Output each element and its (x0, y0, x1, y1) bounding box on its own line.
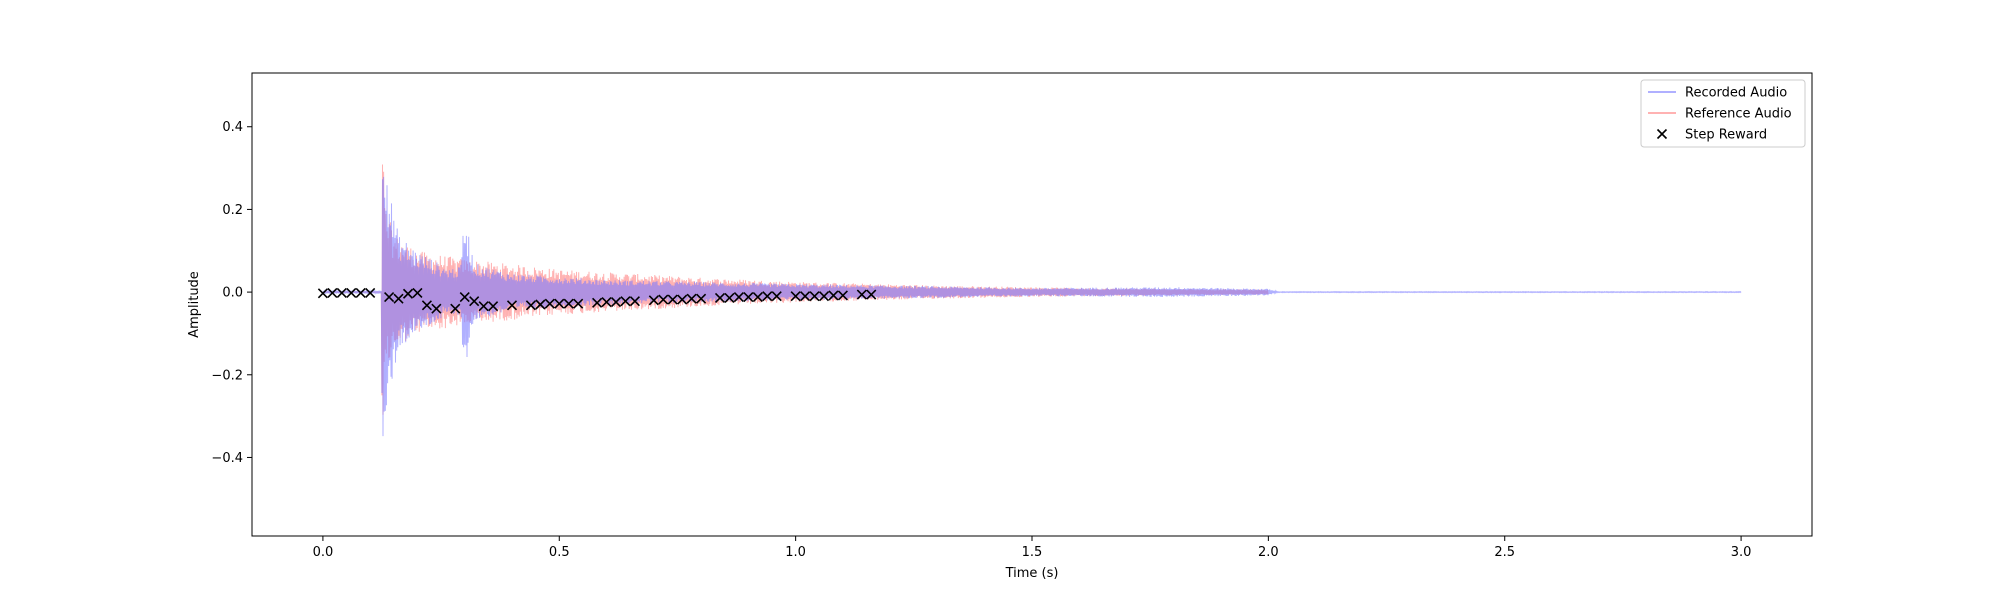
y-tick-label: 0.0 (222, 286, 243, 301)
step-reward-marker (866, 289, 877, 300)
step-reward-marker (724, 292, 735, 303)
legend-box (1640, 79, 1806, 148)
series-layer (322, 164, 1742, 437)
x-axis-label: Time (s) (1005, 566, 1059, 581)
step-reward-marker (412, 287, 423, 298)
step-reward-markers (317, 287, 877, 314)
step-reward-marker (856, 289, 867, 300)
x-tick-label: 1.5 (1022, 545, 1043, 560)
step-reward-marker (686, 293, 697, 304)
step-reward-marker (459, 291, 470, 303)
step-reward-marker (733, 291, 744, 303)
step-reward-marker (837, 290, 848, 301)
y-tick-label: −0.4 (211, 451, 243, 466)
step-reward-marker (800, 291, 811, 302)
step-reward-marker (525, 300, 536, 311)
legend-label-step-reward: Step Reward (1685, 128, 1767, 143)
step-reward-marker (790, 291, 801, 302)
step-reward-marker (743, 291, 754, 303)
step-reward-marker (393, 293, 404, 304)
legend-swatch-step-reward (1656, 128, 1668, 140)
step-reward-marker (346, 287, 357, 298)
step-reward-marker (488, 301, 499, 312)
step-reward-marker (592, 297, 603, 308)
x-tick-label: 0.5 (549, 545, 570, 560)
x-tick-label: 2.0 (1258, 545, 1279, 560)
step-reward-marker (696, 293, 707, 304)
step-reward-marker (752, 291, 763, 303)
step-reward-marker (809, 291, 820, 302)
step-reward-marker (648, 295, 659, 306)
legend-marker-x-icon (1656, 128, 1668, 140)
x-axis: 0.0 0.5 1.0 1.5 2.0 2.5 3.0 (313, 536, 1752, 560)
y-tick-label: −0.2 (211, 368, 243, 383)
step-reward-marker (506, 300, 518, 311)
step-reward-marker (431, 303, 442, 314)
x-tick-label: 1.0 (785, 545, 806, 560)
step-reward-marker (544, 298, 555, 309)
step-reward-marker (620, 296, 631, 307)
legend: Recorded Audio Reference Audio Step Rewa… (1640, 79, 1806, 148)
step-reward-marker (771, 291, 782, 302)
step-reward-marker (365, 287, 376, 298)
legend-label-recorded-audio: Recorded Audio (1685, 86, 1787, 101)
step-reward-marker (478, 301, 489, 312)
y-tick-label: 0.4 (222, 120, 243, 135)
y-tick-label: 0.2 (222, 203, 243, 218)
step-reward-marker (610, 296, 622, 308)
step-reward-marker (714, 292, 726, 303)
step-reward-marker (658, 294, 669, 305)
x-tick-label: 2.5 (1494, 545, 1515, 560)
step-reward-marker (384, 291, 395, 303)
step-reward-marker (762, 291, 773, 302)
step-reward-marker (355, 287, 366, 298)
step-reward-marker (469, 296, 480, 307)
step-reward-marker (535, 299, 546, 310)
step-reward-marker (563, 298, 574, 309)
step-reward-marker (818, 291, 830, 302)
step-reward-marker (327, 287, 338, 298)
x-tick-label: 0.0 (313, 545, 334, 560)
x-tick-label: 3.0 (1731, 545, 1752, 560)
y-axis: −0.4 −0.2 0.0 0.2 0.4 (211, 120, 252, 466)
series-line-recorded-audio (322, 176, 1742, 437)
step-reward-marker (336, 287, 347, 298)
step-reward-marker (317, 288, 328, 299)
step-reward-marker (573, 298, 584, 309)
step-reward-marker (601, 296, 612, 308)
step-reward-marker (421, 300, 432, 311)
legend-label-reference-audio: Reference Audio (1685, 107, 1792, 122)
step-reward-marker (402, 288, 414, 299)
step-reward-marker (677, 294, 688, 305)
step-reward-marker (667, 294, 678, 305)
y-axis-label: Amplitude (187, 271, 202, 338)
step-reward-marker (554, 298, 565, 309)
step-reward-marker (450, 303, 461, 314)
step-reward-marker (629, 296, 640, 307)
step-reward-marker (828, 290, 839, 301)
